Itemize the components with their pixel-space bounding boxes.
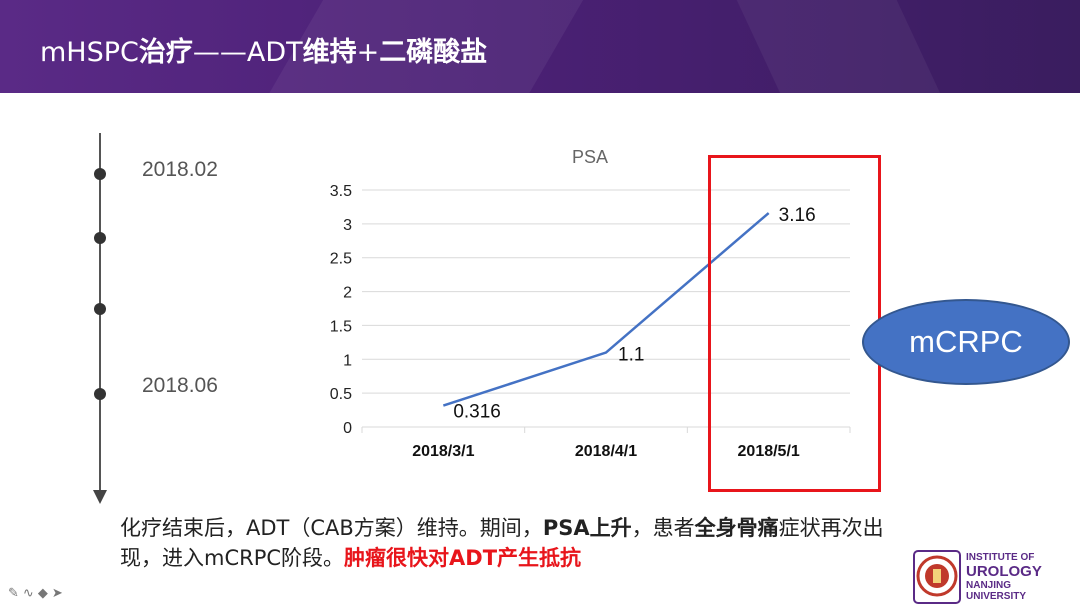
y-tick-label: 1.5 bbox=[330, 318, 352, 335]
y-tick-label: 2.5 bbox=[330, 251, 352, 268]
logo-line4: UNIVERSITY bbox=[966, 591, 1027, 602]
presentation-toolbar: ✎∿◆➤ bbox=[8, 586, 67, 601]
timeline-dot bbox=[94, 232, 106, 244]
desc-psa-rise: PSA上升 bbox=[542, 516, 632, 540]
data-label: 0.316 bbox=[453, 402, 501, 423]
institute-logo: INSTITUTE OF UROLOGY NANJING UNIVERSITY bbox=[912, 549, 1072, 605]
university-seal-icon bbox=[913, 550, 961, 604]
mcrpc-label: mCRPC bbox=[909, 324, 1023, 359]
logo-text: INSTITUTE OF UROLOGY NANJING UNIVERSITY bbox=[966, 552, 1042, 602]
timeline-date-top: 2018.02 bbox=[142, 158, 218, 181]
y-tick-label: 0 bbox=[343, 420, 352, 437]
timeline-arrow bbox=[93, 490, 107, 504]
highlight-box bbox=[708, 155, 881, 492]
x-tick-label: 2018/5/1 bbox=[738, 443, 800, 460]
timeline-date-bottom: 2018.06 bbox=[142, 374, 218, 397]
logo-line1: INSTITUTE OF bbox=[966, 552, 1035, 563]
desc-bone-pain: 全身骨痛 bbox=[694, 516, 779, 540]
y-tick-label: 0.5 bbox=[330, 386, 352, 403]
desc-resistance: 肿瘤很快对ADT产生抵抗 bbox=[344, 546, 582, 570]
description-text: 化疗结束后，ADT（CAB方案）维持。期间，PSA上升，患者全身骨痛症状再次出现… bbox=[120, 513, 920, 573]
data-label: 3.16 bbox=[779, 205, 816, 226]
scribble-icon[interactable]: ∿ bbox=[22, 586, 38, 601]
title-prefix: mHSPC bbox=[40, 37, 139, 68]
y-tick-label: 1 bbox=[343, 352, 352, 369]
title-plus: + bbox=[356, 37, 380, 68]
title-bold-maintenance: 维持 bbox=[302, 37, 357, 68]
y-tick-label: 3.5 bbox=[330, 183, 352, 200]
header-decoration-2 bbox=[718, 0, 962, 93]
mcrpc-callout: mCRPC bbox=[862, 299, 1070, 385]
timeline-dot bbox=[94, 168, 106, 180]
desc-part1: 化疗结束后，ADT（CAB方案）维持。期间， bbox=[120, 516, 543, 540]
desc-part2: ，患者 bbox=[631, 516, 695, 540]
y-tick-label: 3 bbox=[343, 217, 352, 234]
title-mid: ——ADT bbox=[192, 37, 303, 68]
x-tick-label: 2018/4/1 bbox=[575, 443, 637, 460]
title-bold-treatment: 治疗 bbox=[138, 37, 193, 68]
psa-line-chart: PSA 0 0.5 1 1.5 2 2.5 3 3.5 2018/3/1 2018/4/1 2018/… bbox=[330, 147, 851, 460]
timeline-dot bbox=[94, 388, 106, 400]
data-label: 1.1 bbox=[618, 345, 644, 366]
x-tick-label: 2018/3/1 bbox=[412, 443, 474, 460]
eraser-icon[interactable]: ◆ bbox=[37, 586, 52, 601]
psa-series-line bbox=[442, 212, 770, 407]
desc-part3: 症状再次出现，进入mCRPC阶段。 bbox=[120, 516, 884, 570]
pen-icon[interactable]: ✎ bbox=[8, 586, 23, 601]
chart-title: PSA bbox=[572, 147, 608, 167]
title-bold-bisphosphonate: 二磷酸盐 bbox=[379, 37, 488, 68]
slide-header: mHSPC治疗——ADT维持+二磷酸盐 bbox=[0, 0, 1080, 93]
slide-title: mHSPC治疗——ADT维持+二磷酸盐 bbox=[40, 30, 487, 69]
logo-line2: UROLOGY bbox=[966, 563, 1042, 580]
logo-line3: NANJING bbox=[966, 580, 1012, 591]
pointer-icon[interactable]: ➤ bbox=[51, 586, 67, 601]
timeline-dot bbox=[94, 303, 106, 315]
y-tick-label: 2 bbox=[343, 285, 352, 302]
